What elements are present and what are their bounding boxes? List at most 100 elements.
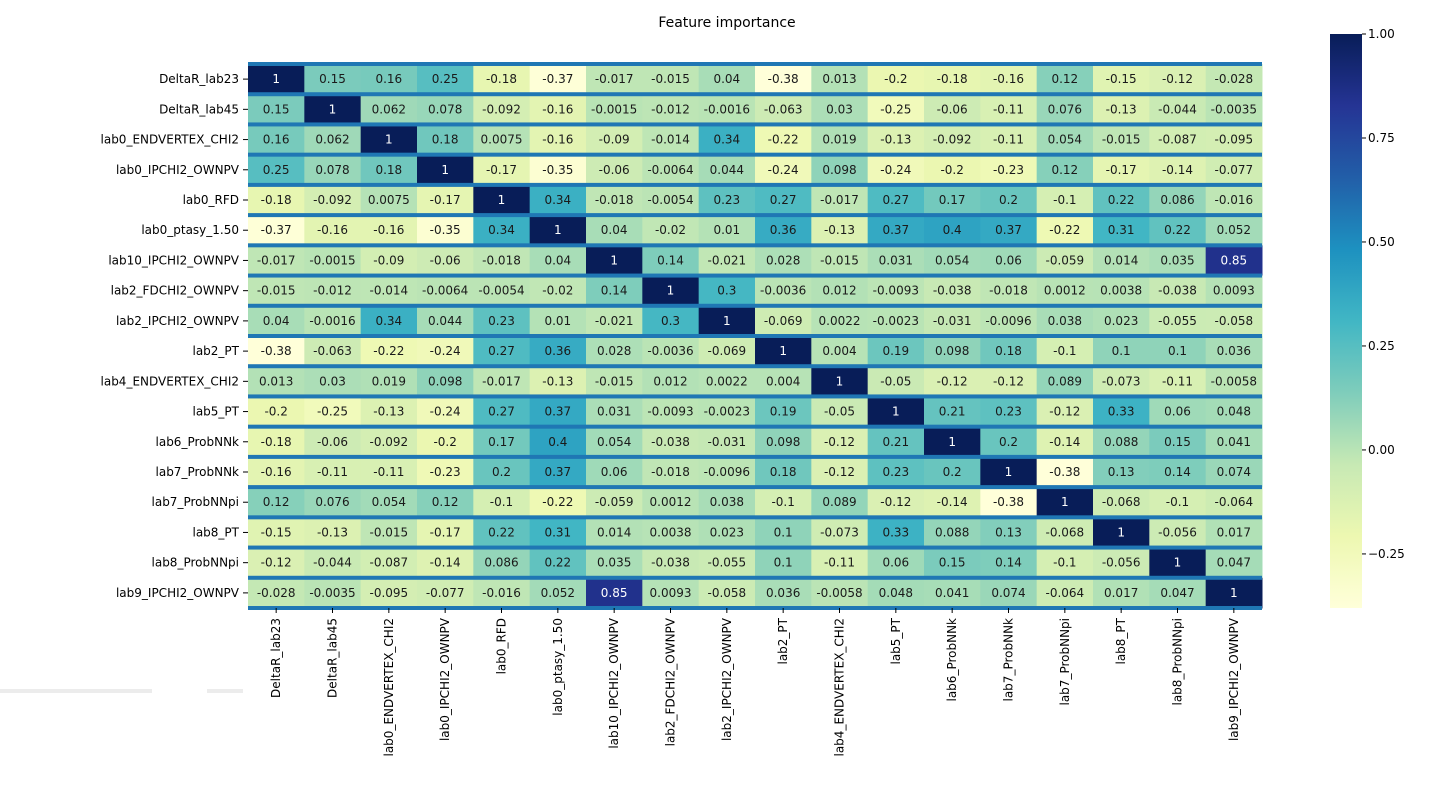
cell-label: 0.0093 [1213,284,1255,298]
heatmap-cell [586,577,643,609]
cell-label: -0.0093 [647,405,693,419]
cell-label: -0.02 [542,284,573,298]
cell-label: -0.1 [490,495,513,509]
x-tick-label: lab10_IPCHI2_OWNPV [607,617,621,748]
heatmap-cell [1149,426,1207,458]
cell-label: -0.37 [542,72,573,86]
cell-label: 0.04 [263,314,290,328]
heatmap-cell [924,215,981,246]
heatmap-cell [867,487,925,518]
row-separator [248,334,1262,338]
heatmap-cell [698,94,756,125]
cell-label: 0.19 [770,405,797,419]
heatmap-cell [867,184,925,216]
heatmap-cell [755,456,812,488]
heatmap-cell [360,577,418,609]
cell-label: 1 [272,72,280,86]
heatmap-cell [1036,275,1094,307]
heatmap-cell [529,547,587,579]
cell-label: 1 [948,435,956,449]
heatmap-cell [586,94,643,125]
cell-label: 0.2 [999,193,1018,207]
cell-label: 0.004 [822,344,856,358]
cell-label: 0.13 [1108,465,1135,479]
cell-label: -0.1 [1166,495,1189,509]
cell-label: 1 [1230,586,1238,600]
heatmap-cell [642,396,700,428]
y-tick-label: lab2_PT [192,344,239,358]
cell-label: -0.059 [595,495,634,509]
cell-label: 0.18 [375,163,402,177]
heatmap-cell [867,124,925,156]
heatmap-cell [304,547,362,579]
heatmap-cell [1149,577,1207,609]
cell-label: -0.0096 [985,314,1031,328]
cell-label: -0.015 [595,374,634,388]
cell-label: -0.13 [373,405,404,419]
heatmap-cell [473,577,531,609]
heatmap-cell [586,366,643,397]
cell-label: 0.22 [1108,193,1135,207]
cell-label: -0.055 [707,556,746,570]
heatmap-cell [1093,517,1150,549]
cell-label: -0.069 [707,344,746,358]
cell-label: -0.38 [1049,465,1080,479]
heatmap-cell [248,547,305,579]
cell-label: -0.064 [1045,586,1084,600]
y-tick-label: lab7_ProbNNk [156,465,240,479]
heatmap-cell [755,184,812,216]
cell-label: 0.18 [995,344,1022,358]
heatmap-cell [1093,487,1150,518]
cell-label: 0.1 [774,525,793,539]
cell-label: -0.12 [1162,72,1193,86]
cell-label: -0.23 [993,163,1024,177]
heatmap-cell [529,426,587,458]
cell-label: 0.098 [428,374,462,388]
cell-label: -0.014 [369,284,408,298]
x-tick-label: lab8_PT [1114,617,1128,664]
heatmap-cell [811,124,869,156]
cell-label: 0.035 [1160,253,1194,267]
heatmap-cell [867,336,925,367]
heatmap-cell [698,577,756,609]
cell-label: 0.34 [544,193,571,207]
heatmap-cell [980,487,1038,518]
heatmap-cell [586,124,643,156]
cell-label: 0.041 [935,586,969,600]
heatmap-cell [811,215,869,246]
row-separator [248,92,1262,97]
heatmap-cell [304,426,362,458]
x-tick-label: lab0_RFD [495,618,509,674]
cell-label: 0.16 [375,72,402,86]
cell-label: -0.018 [595,193,634,207]
heatmap-cell [980,184,1038,216]
heatmap-cell [417,215,474,246]
cell-label: 0.014 [597,525,631,539]
heatmap-cell [811,275,869,307]
cell-label: -0.22 [1049,223,1080,237]
heatmap-cell [755,275,812,307]
heatmap-cell [1149,336,1207,367]
heatmap-cell [248,336,305,367]
cell-label: 1 [329,102,337,116]
cell-label: 0.13 [995,525,1022,539]
cell-label: 0.23 [995,405,1022,419]
heatmap-cell [698,184,756,216]
cell-label: -0.24 [880,163,911,177]
heatmap-cell [1149,547,1207,579]
cell-label: 0.088 [1104,435,1138,449]
heatmap-cell [1036,547,1094,579]
x-tick-label: DeltaR_lab23 [269,618,283,698]
heatmap-cell [1205,396,1263,428]
heatmap-cell [698,366,756,397]
row-separator [248,122,1262,127]
heatmap-cell [867,366,925,397]
heatmap-cell [1205,184,1263,216]
cell-label: -0.0016 [704,102,750,116]
heatmap-cell [980,154,1038,186]
cell-label: 0.088 [935,525,969,539]
heatmap-cell [698,275,756,307]
heatmap-cell [980,396,1038,428]
heatmap-cell [980,124,1038,156]
cell-label: 0.06 [601,465,628,479]
